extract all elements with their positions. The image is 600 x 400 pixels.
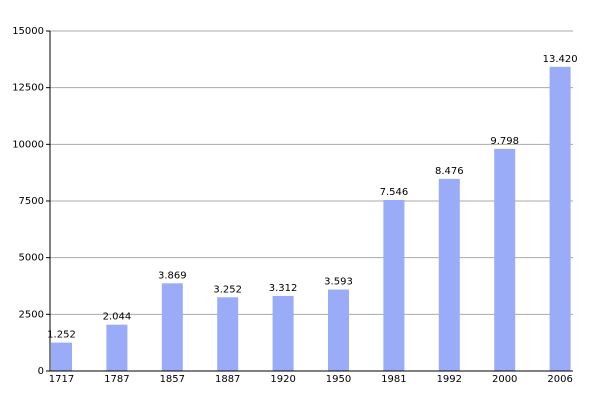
bar [328,289,349,371]
x-tick-label: 2000 [492,374,517,385]
bar [383,199,405,371]
value-label: 2.044 [103,312,132,323]
y-tick-label: 0 [38,366,44,377]
x-tick-label: 1992 [437,374,462,385]
value-label: 9.798 [490,136,519,147]
value-label: 13.420 [543,54,578,65]
bar [494,148,516,371]
value-label: 3.312 [269,283,298,294]
bar [549,66,571,372]
y-tick-label: 5000 [19,253,44,264]
y-tick-label: 10000 [12,139,44,150]
value-label: 7.546 [380,187,409,198]
y-tick-label: 7500 [19,196,44,207]
y-tick-label: 12500 [12,83,44,94]
value-label: 8.476 [435,166,464,177]
bar [51,342,72,371]
bar [272,295,294,371]
bar [217,297,239,371]
x-tick-label: 1950 [326,374,351,385]
y-tick-label: 2500 [19,309,44,320]
x-tick-label: 1857 [160,374,185,385]
value-label: 3.252 [213,284,242,295]
x-tick-label: 1920 [270,374,295,385]
bar [438,178,460,371]
value-label: 3.869 [158,270,187,281]
x-tick-label: 2006 [547,374,572,385]
bar [106,324,128,371]
x-tick-label: 1887 [215,374,240,385]
x-tick-label: 1787 [104,374,129,385]
value-label: 1.252 [47,330,76,341]
value-label: 3.593 [324,277,353,288]
x-tick-label: 1981 [381,374,406,385]
x-tick-label: 1717 [49,374,74,385]
y-tick-label: 15000 [12,26,44,37]
bar [161,283,183,371]
